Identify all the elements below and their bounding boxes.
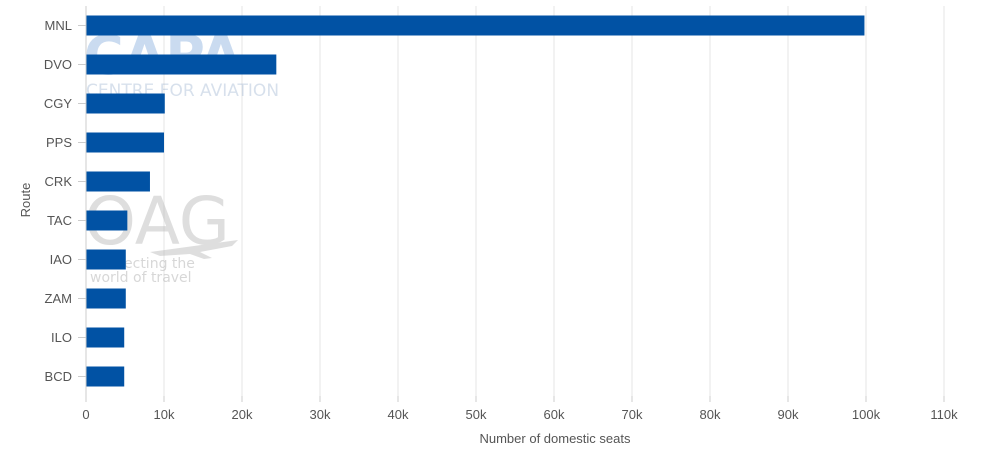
x-tick-label: 20k bbox=[232, 407, 253, 422]
y-tick-label: TAC bbox=[47, 213, 72, 228]
x-tick-label: 80k bbox=[700, 407, 721, 422]
y-tick-label: ILO bbox=[51, 330, 72, 345]
grid-lines bbox=[163, 6, 945, 396]
oag-tagline-2: world of travel bbox=[90, 270, 192, 286]
x-tick-label: 30k bbox=[310, 407, 331, 422]
y-axis-title: Route bbox=[18, 183, 33, 218]
y-tick-label: PPS bbox=[46, 135, 72, 150]
x-tick-label: 100k bbox=[852, 407, 881, 422]
x-tick-label: 10k bbox=[154, 407, 175, 422]
bars bbox=[86, 15, 865, 387]
y-tick-label: CRK bbox=[45, 174, 73, 189]
x-tick-label: 60k bbox=[544, 407, 565, 422]
bar-cgy bbox=[86, 93, 165, 114]
y-tick-label: ZAM bbox=[45, 291, 72, 306]
oag-watermark: OAG connecting the world of travel bbox=[84, 183, 238, 286]
bar-mnl bbox=[86, 15, 865, 36]
y-tick-label: CGY bbox=[44, 96, 73, 111]
bar-pps bbox=[86, 132, 164, 153]
x-tick-label: 70k bbox=[622, 407, 643, 422]
y-tick-label: DVO bbox=[44, 57, 72, 72]
x-tick-label: 40k bbox=[388, 407, 409, 422]
axes: 0 10k 20k 30k 40k 50k 60k 70k 80k 90k 100k 110k MNL D… bbox=[44, 6, 958, 422]
y-tick-label: IAO bbox=[50, 252, 72, 267]
bar-iao bbox=[86, 249, 126, 270]
x-tick-label: 50k bbox=[466, 407, 487, 422]
bar-zam bbox=[86, 288, 126, 309]
x-tick-label: 0 bbox=[82, 407, 89, 422]
y-tick-label: MNL bbox=[45, 18, 72, 33]
bar-bcd bbox=[86, 366, 125, 387]
bar-tac bbox=[86, 210, 128, 231]
x-axis-title: Number of domestic seats bbox=[479, 431, 631, 446]
bar-crk bbox=[86, 171, 150, 192]
bar-ilo bbox=[86, 327, 125, 348]
airplane-icon bbox=[150, 240, 238, 259]
x-tick-label: 110k bbox=[930, 407, 958, 422]
y-tick-label: BCD bbox=[45, 369, 72, 384]
x-tick-label: 90k bbox=[778, 407, 799, 422]
bar-dvo bbox=[86, 54, 277, 75]
